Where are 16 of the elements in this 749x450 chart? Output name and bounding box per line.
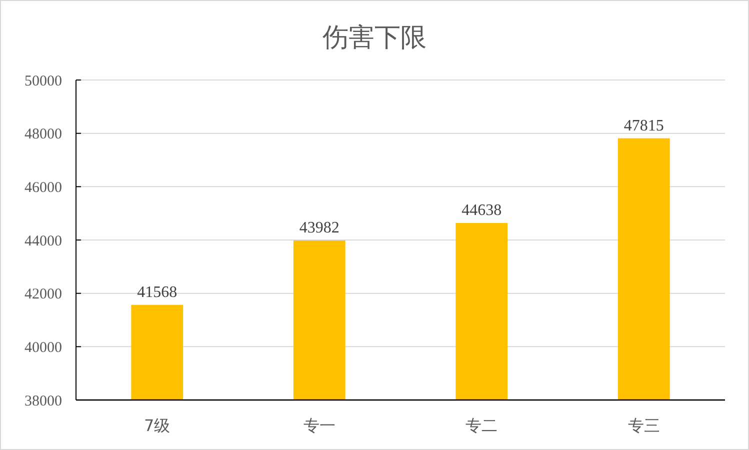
chart-title: 伤害下限 bbox=[322, 23, 426, 53]
data-label: 43982 bbox=[299, 219, 340, 236]
y-tick-label: 44000 bbox=[24, 233, 62, 250]
y-tick-label: 42000 bbox=[24, 286, 62, 303]
y-tick-label: 48000 bbox=[24, 126, 62, 143]
y-tick-label: 50000 bbox=[24, 73, 62, 90]
y-tick-label: 46000 bbox=[24, 180, 62, 196]
x-tick-label: 7级 bbox=[144, 416, 170, 435]
y-tick-label: 40000 bbox=[24, 340, 62, 356]
x-tick-label: 专二 bbox=[466, 416, 498, 435]
data-label: 47815 bbox=[624, 117, 664, 134]
data-label: 41568 bbox=[137, 284, 178, 301]
data-label: 44638 bbox=[462, 202, 502, 219]
x-tick-label: 专三 bbox=[628, 416, 660, 435]
y-tick-label: 38000 bbox=[24, 393, 62, 410]
x-tick-label: 专一 bbox=[303, 416, 336, 435]
